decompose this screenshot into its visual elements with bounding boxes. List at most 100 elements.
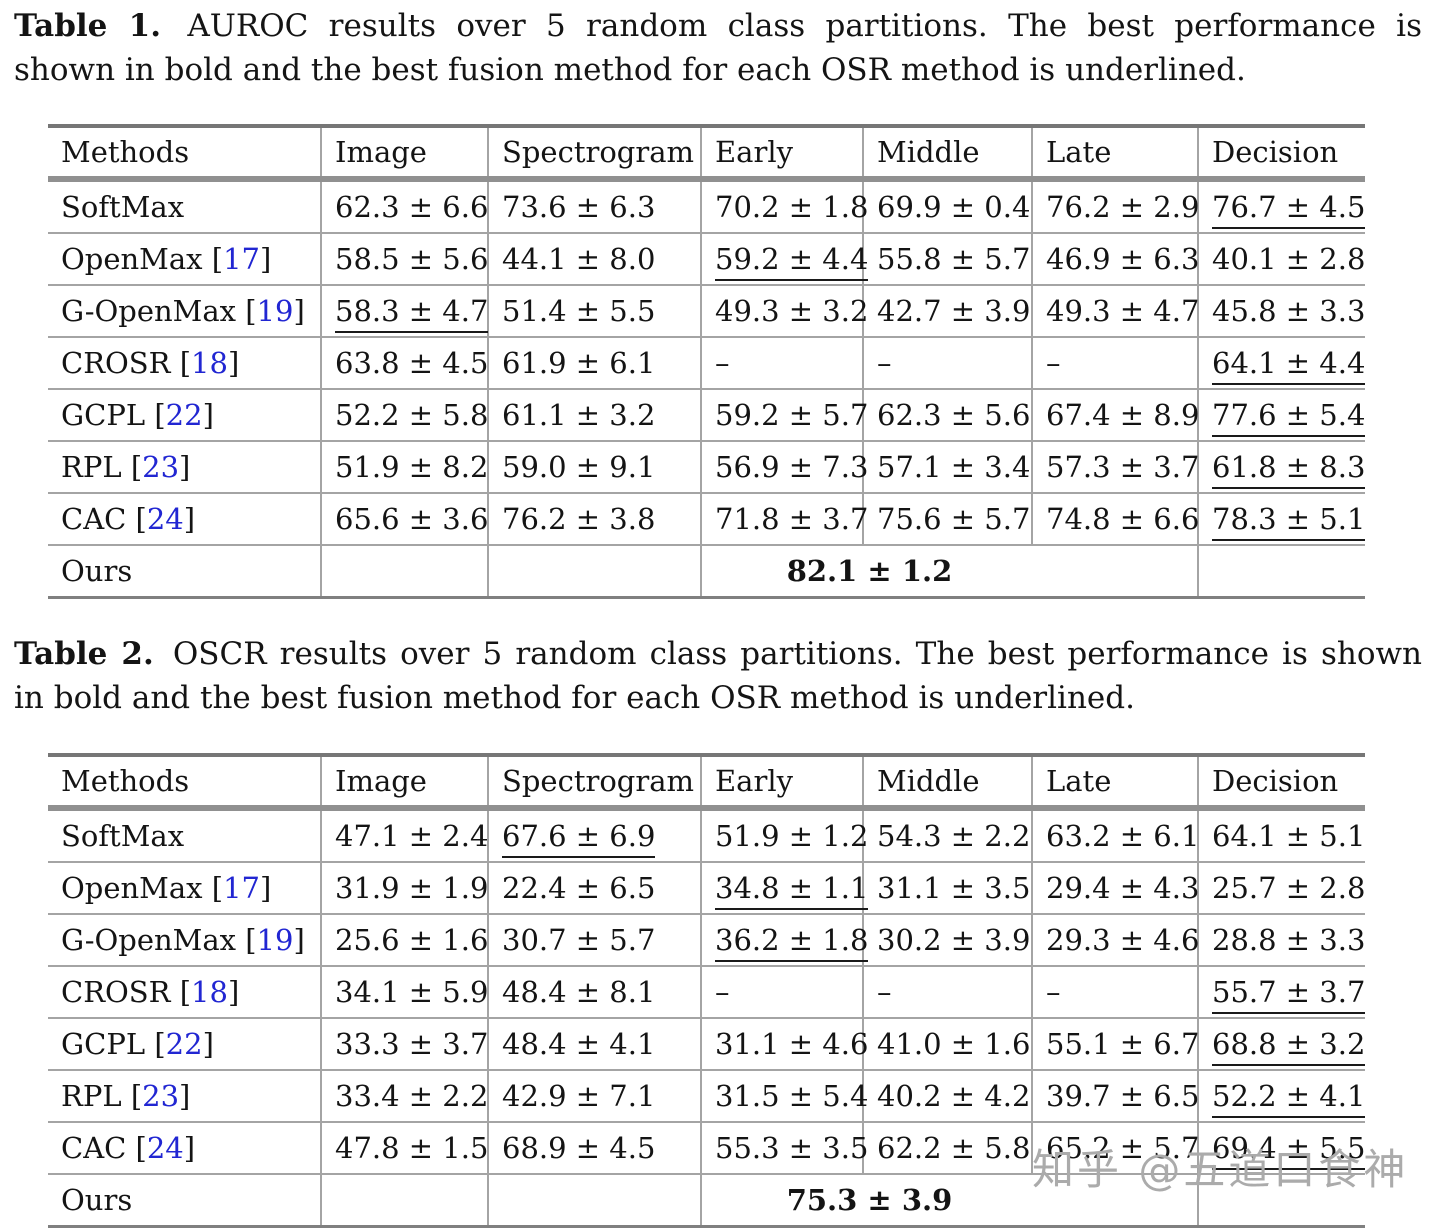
value-cell: 52.2 ± 5.8 xyxy=(320,388,488,441)
table2-caption-label: Table 2. xyxy=(14,636,154,672)
value-cell: 77.6 ± 5.4 xyxy=(1197,388,1366,441)
table-row-softmax: SoftMax 62.3 ± 6.6 73.6 ± 6.3 70.2 ± 1.8 69.… xyxy=(48,179,1366,233)
value-cell: 78.3 ± 5.1 xyxy=(1197,492,1366,545)
method-cell: Ours xyxy=(48,544,321,598)
value-cell: 55.8 ± 5.7 xyxy=(862,232,1032,285)
table2-caption-line2: in bold and the best fusion method for e… xyxy=(14,680,1135,716)
value-cell: 76.7 ± 4.5 xyxy=(1197,179,1366,233)
value-cell: 57.1 ± 3.4 xyxy=(862,440,1032,493)
value-cell xyxy=(320,544,488,598)
value-cell: 44.1 ± 8.0 xyxy=(487,232,701,285)
underlined-value: 67.6 ± 6.9 xyxy=(502,819,656,858)
citation-link-18[interactable]: 18 xyxy=(191,975,228,1009)
method-cell: SoftMax xyxy=(61,190,185,224)
underlined-value: 76.7 ± 4.5 xyxy=(1212,190,1366,229)
value-cell: 68.8 ± 3.2 xyxy=(1197,1017,1366,1070)
value-cell: 52.2 ± 4.1 xyxy=(1197,1069,1366,1122)
table-row-rpl: RPL [23] 51.9 ± 8.2 59.0 ± 9.1 56.9 ± 7.3 57… xyxy=(48,440,1366,493)
value-cell: 64.1 ± 4.4 xyxy=(1197,336,1366,389)
table-row-softmax: SoftMax 47.1 ± 2.4 67.6 ± 6.9 51.9 ± 1.2 54.… xyxy=(48,808,1365,862)
value-cell: 57.3 ± 3.7 xyxy=(1031,440,1199,493)
auroc-results-table: Methods Image Spectrogram Early Middle Late De… xyxy=(48,124,1366,599)
method-cell: SoftMax xyxy=(61,819,185,853)
table1-caption-label: Table 1. xyxy=(14,8,161,44)
value-cell xyxy=(1197,544,1365,598)
citation-link-23[interactable]: 23 xyxy=(142,450,180,484)
value-cell: 29.3 ± 4.6 xyxy=(1031,913,1199,966)
value-cell: 67.4 ± 8.9 xyxy=(1031,388,1199,441)
column-header-middle: Middle xyxy=(862,755,1032,811)
citation-link-24[interactable]: 24 xyxy=(146,502,184,536)
value-cell: 58.5 ± 5.6 xyxy=(320,232,488,285)
value-cell: 61.1 ± 3.2 xyxy=(487,388,701,441)
value-cell: 36.2 ± 1.8 xyxy=(700,913,869,966)
value-cell: – xyxy=(700,336,863,389)
citation-link-24[interactable]: 24 xyxy=(146,1131,184,1165)
value-cell: 46.9 ± 6.3 xyxy=(1031,232,1199,285)
table2-caption: Table 2. OSCR results over 5 random clas… xyxy=(14,632,1422,720)
value-cell: 42.7 ± 3.9 xyxy=(862,284,1032,337)
citation-link-23[interactable]: 23 xyxy=(142,1079,180,1113)
underlined-value: 69.4 ± 5.5 xyxy=(1212,1131,1366,1170)
value-cell: – xyxy=(862,336,1032,389)
oscr-results-table-wrap: Methods Image Spectrogram Early Middle Late De… xyxy=(48,753,1366,1228)
value-cell: – xyxy=(862,965,1032,1018)
value-cell: 76.2 ± 2.9 xyxy=(1031,179,1199,233)
value-cell: 45.8 ± 3.3 xyxy=(1197,284,1365,337)
value-cell: – xyxy=(700,965,863,1018)
citation-link-22[interactable]: 22 xyxy=(165,398,203,432)
method-cell: RPL [23] xyxy=(48,440,321,493)
citation-link-22[interactable]: 22 xyxy=(165,1027,203,1061)
value-cell: 40.1 ± 2.8 xyxy=(1197,232,1365,285)
value-cell: 68.9 ± 4.5 xyxy=(487,1121,701,1174)
method-cell: CROSR [18] xyxy=(48,336,321,389)
table-row-gcpl: GCPL [22] 52.2 ± 5.8 61.1 ± 3.2 59.2 ± 5.7 6… xyxy=(48,388,1366,441)
value-cell: 22.4 ± 6.5 xyxy=(487,861,701,914)
citation-link-18[interactable]: 18 xyxy=(191,346,228,380)
value-cell: 48.4 ± 8.1 xyxy=(487,965,701,1018)
method-cell: G-OpenMax [19] xyxy=(48,913,321,966)
citation-link-19[interactable]: 19 xyxy=(256,923,294,957)
column-header-decision: Decision xyxy=(1197,755,1365,811)
value-cell: 31.9 ± 1.9 xyxy=(320,861,488,914)
method-cell: GCPL [22] xyxy=(48,388,321,441)
table-row-gcpl: GCPL [22] 33.3 ± 3.7 48.4 ± 4.1 31.1 ± 4.6 4… xyxy=(48,1017,1366,1070)
column-header-late: Late xyxy=(1031,126,1198,182)
citation-link-17[interactable]: 17 xyxy=(223,871,260,905)
value-cell: 34.8 ± 1.1 xyxy=(700,861,869,914)
value-cell: 75.6 ± 5.7 xyxy=(862,492,1032,545)
table2-caption-line1: Table 2. OSCR results over 5 random clas… xyxy=(14,632,1422,676)
value-cell: 55.1 ± 6.7 xyxy=(1031,1017,1199,1070)
value-cell xyxy=(487,544,701,598)
table1-caption-text1: AUROC results over 5 random class partit… xyxy=(187,8,1422,44)
value-cell: 65.2 ± 5.7 xyxy=(1031,1121,1199,1174)
underlined-value: 78.3 ± 5.1 xyxy=(1212,502,1366,541)
header-row: Methods Image Spectrogram Early Middle Late De… xyxy=(48,755,1365,811)
value-cell: 61.8 ± 8.3 xyxy=(1197,440,1366,493)
citation-link-19[interactable]: 19 xyxy=(256,294,294,328)
method-cell: OpenMax [17] xyxy=(48,861,321,914)
value-cell: 58.3 ± 4.7 xyxy=(320,284,489,337)
method-cell: CAC [24] xyxy=(48,1121,321,1174)
value-cell: 61.9 ± 6.1 xyxy=(487,336,701,389)
citation-link-17[interactable]: 17 xyxy=(223,242,260,276)
value-cell: 56.9 ± 7.3 xyxy=(700,440,868,493)
underlined-value: 55.7 ± 3.7 xyxy=(1212,975,1366,1014)
value-cell xyxy=(320,1173,488,1227)
value-cell: 65.6 ± 3.6 xyxy=(320,492,488,545)
value-cell: 76.2 ± 3.8 xyxy=(487,492,701,545)
value-cell: 49.3 ± 4.7 xyxy=(1031,284,1199,337)
underlined-value: 36.2 ± 1.8 xyxy=(715,923,869,962)
value-cell: 67.6 ± 6.9 xyxy=(487,808,701,862)
underlined-value: 68.8 ± 3.2 xyxy=(1212,1027,1366,1066)
value-cell: 42.9 ± 7.1 xyxy=(487,1069,701,1122)
value-cell: 59.2 ± 4.4 xyxy=(700,232,869,285)
auroc-results-table-wrap: Methods Image Spectrogram Early Middle Late De… xyxy=(48,124,1366,599)
value-cell: 48.4 ± 4.1 xyxy=(487,1017,701,1070)
table-row-g-openmax: G-OpenMax [19] 25.6 ± 1.6 30.7 ± 5.7 36.2 ±… xyxy=(48,913,1365,966)
value-cell: 59.0 ± 9.1 xyxy=(487,440,701,493)
value-cell: 40.2 ± 4.2 xyxy=(862,1069,1032,1122)
value-cell: 49.3 ± 3.2 xyxy=(700,284,868,337)
oscr-results-table: Methods Image Spectrogram Early Middle Late De… xyxy=(48,753,1366,1228)
table-row-cac: CAC [24] 65.6 ± 3.6 76.2 ± 3.8 71.8 ± 3.7 75… xyxy=(48,492,1366,545)
